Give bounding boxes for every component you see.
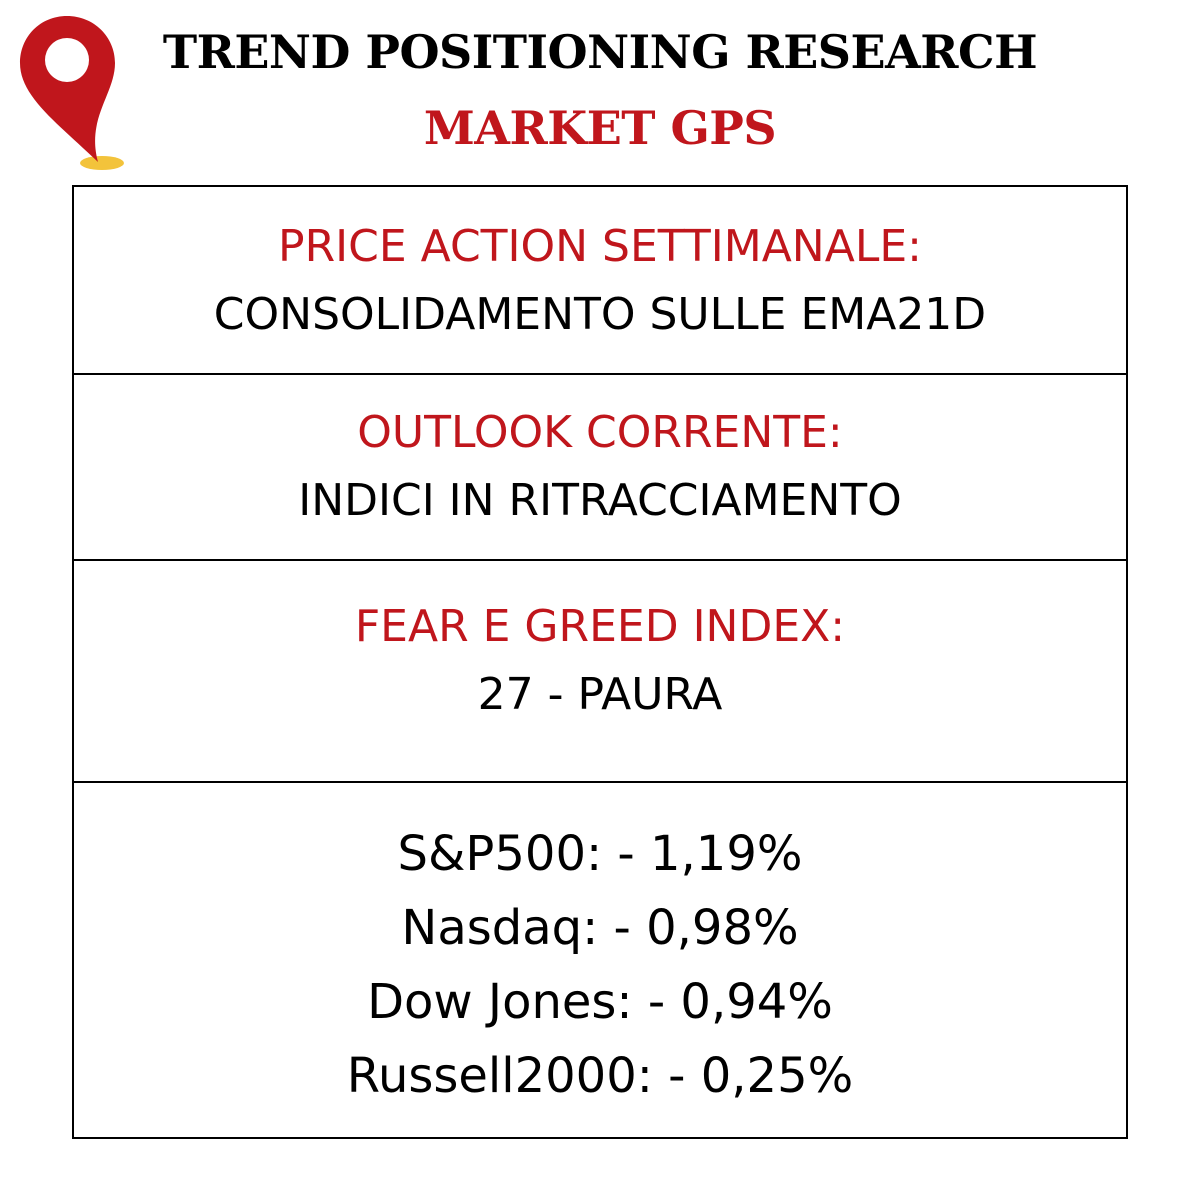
market-change: : - 1,19% bbox=[585, 826, 803, 882]
price-action-value-text: CONSOLIDAMENTO SULLE bbox=[213, 289, 801, 340]
fear-greed-section: FEAR E GREED INDEX: 27 - PAURA bbox=[74, 561, 1126, 783]
market-row-nasdaq: Nasdaq: - 0,98% bbox=[74, 891, 1126, 965]
page-title: TREND POSITIONING RESEARCH bbox=[162, 25, 1038, 79]
market-name: Nasdaq bbox=[401, 900, 583, 956]
price-action-label: PRICE ACTION SETTIMANALE: bbox=[278, 221, 922, 272]
market-report-panel: PRICE ACTION SETTIMANALE: CONSOLIDAMENTO… bbox=[72, 185, 1128, 1139]
price-action-value: CONSOLIDAMENTO SULLE EMA21D bbox=[74, 288, 1126, 342]
market-row-russell2000: Russell2000: - 0,25% bbox=[74, 1039, 1126, 1113]
market-name: Dow Jones bbox=[367, 974, 617, 1030]
outlook-label: OUTLOOK CORRENTE: bbox=[357, 407, 843, 458]
market-row-dow-jones: Dow Jones: - 0,94% bbox=[74, 965, 1126, 1039]
market-name: Russell2000 bbox=[346, 1048, 637, 1104]
markets-section: S&P500: - 1,19% Nasdaq: - 0,98% Dow Jone… bbox=[74, 783, 1126, 1137]
fear-greed-value: 27 - PAURA bbox=[477, 669, 723, 720]
market-change: : - 0,94% bbox=[616, 974, 833, 1030]
market-name: S&P500 bbox=[397, 826, 586, 882]
price-action-value-emphasis: EMA21D bbox=[800, 289, 987, 340]
market-change: : - 0,98% bbox=[582, 900, 799, 956]
outlook-value: INDICI IN RITRACCIAMENTO bbox=[298, 475, 902, 526]
outlook-section: OUTLOOK CORRENTE: INDICI IN RITRACCIAMEN… bbox=[74, 375, 1126, 561]
page-subtitle: MARKET GPS bbox=[423, 101, 777, 155]
price-action-section: PRICE ACTION SETTIMANALE: CONSOLIDAMENTO… bbox=[74, 187, 1126, 375]
market-change: : - 0,25% bbox=[636, 1048, 854, 1104]
fear-greed-label: FEAR E GREED INDEX: bbox=[354, 601, 846, 652]
map-pin-icon bbox=[20, 16, 124, 170]
market-row-sp500: S&P500: - 1,19% bbox=[74, 817, 1126, 891]
markets-list: S&P500: - 1,19% Nasdaq: - 0,98% Dow Jone… bbox=[74, 817, 1126, 1113]
